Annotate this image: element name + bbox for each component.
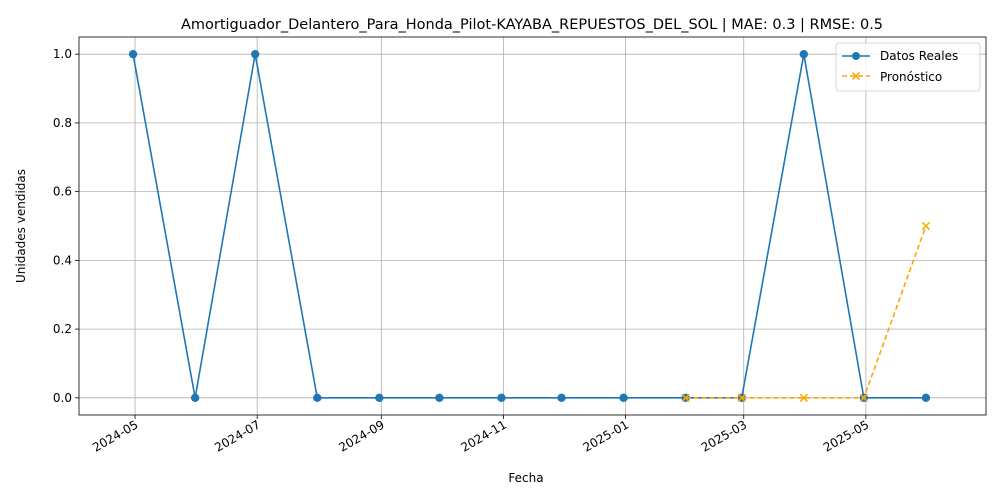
y-tick-label: 1.0 (53, 47, 72, 61)
data-point-pronostico (737, 393, 746, 402)
plot-frame (78, 36, 987, 416)
legend-label-pronostico: Pronóstico (880, 70, 942, 84)
legend: Datos Reales Pronóstico (835, 42, 981, 92)
data-point-datos-reales (190, 393, 200, 403)
legend-label-datos-reales: Datos Reales (880, 49, 958, 63)
x-axis-label: Fecha (508, 471, 543, 485)
chart-title: Amortiguador_Delantero_Para_Honda_Pilot-… (181, 17, 883, 33)
data-point-datos-reales (313, 393, 322, 403)
series-layer (128, 49, 931, 403)
y-tick-label: 0.0 (53, 391, 72, 405)
series-line-datos-reales (132, 54, 926, 399)
data-point-datos-reales (435, 393, 444, 403)
data-point-datos-reales (799, 49, 808, 59)
data-point-datos-reales (497, 393, 506, 403)
data-point-pronostico (681, 393, 690, 402)
data-point-datos-reales (128, 49, 138, 59)
y-tick-label: 0.2 (53, 322, 72, 336)
data-point-datos-reales (619, 393, 628, 403)
data-point-pronostico (859, 393, 868, 402)
data-point-datos-reales (921, 393, 931, 403)
y-tick-label: 0.8 (53, 116, 72, 130)
grid (79, 37, 986, 415)
data-point-pronostico (921, 221, 931, 231)
data-point-datos-reales (557, 393, 566, 403)
legend-marker-datos-reales (852, 52, 860, 60)
y-axis-label: Unidades vendidas (14, 169, 28, 283)
data-point-datos-reales (375, 393, 384, 403)
y-tick-label: 0.4 (53, 253, 72, 267)
data-point-pronostico (799, 393, 808, 402)
y-tick-label: 0.6 (53, 185, 72, 199)
legend-marker-pronostico (851, 71, 861, 81)
data-point-datos-reales (250, 49, 260, 59)
legend-box (835, 42, 981, 92)
